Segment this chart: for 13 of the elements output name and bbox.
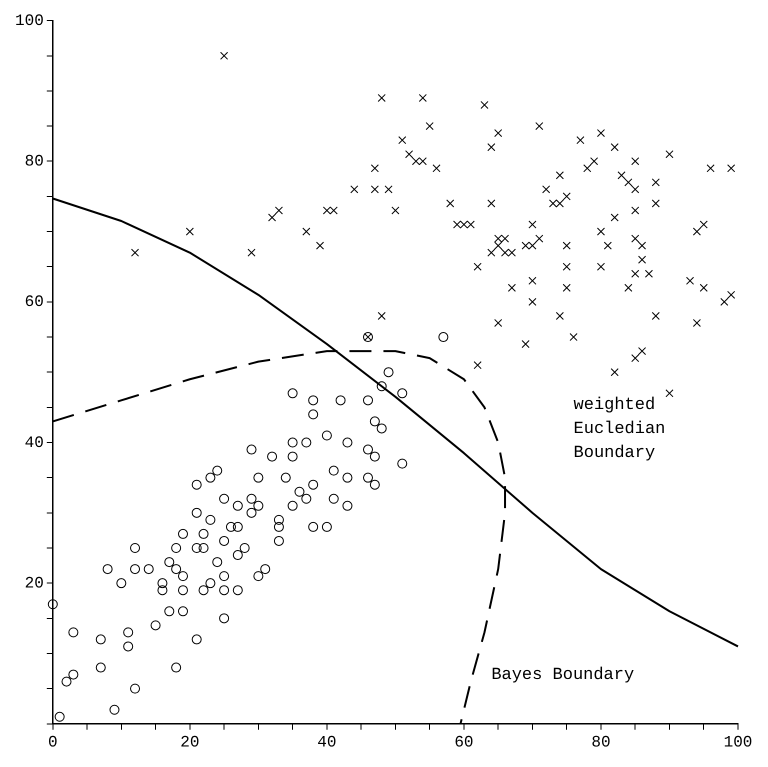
- x-tick-label: 80: [591, 734, 611, 752]
- annotation: Bayes Boundary: [491, 666, 634, 686]
- y-tick-label: 60: [24, 293, 44, 312]
- x-tick-label: 60: [454, 734, 474, 752]
- y-tick-label: 100: [14, 12, 44, 30]
- y-tick-label: 20: [24, 574, 44, 592]
- y-tick-label: 80: [24, 152, 44, 170]
- annotation: weighted Eucledian Boundary: [574, 396, 666, 463]
- x-tick-label: 0: [48, 734, 58, 752]
- x-tick-label: 40: [317, 734, 336, 752]
- x-tick-label: 20: [180, 734, 200, 752]
- x-tick-label: 100: [724, 734, 752, 752]
- y-tick-label: 40: [24, 434, 44, 452]
